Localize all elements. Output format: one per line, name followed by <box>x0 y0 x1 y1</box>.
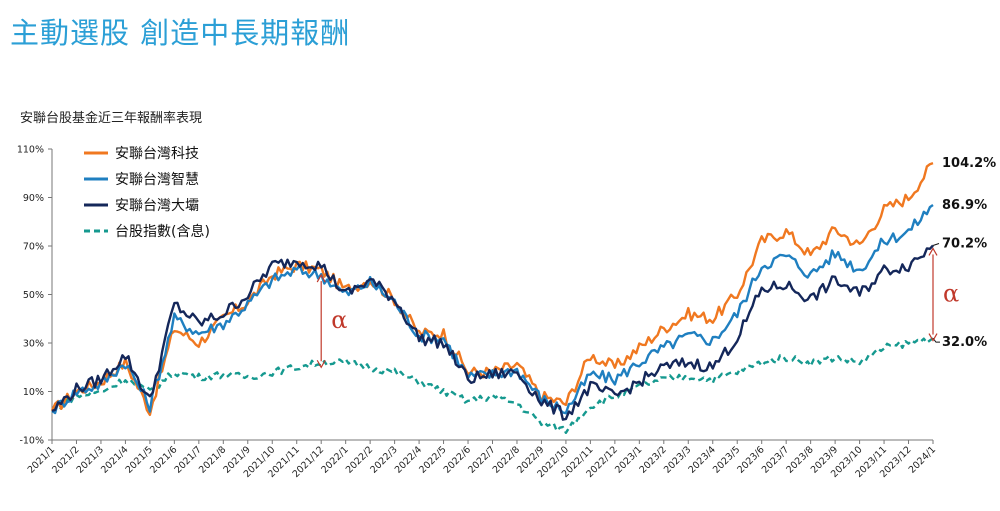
chart-subtitle: 安聯台股基金近三年報酬率表現 <box>20 111 203 126</box>
chart-axes: -10%10%30%50%70%90%110%2021/12021/22021/… <box>17 145 938 481</box>
legend-label: 台股指數(含息) <box>115 223 210 240</box>
series-line <box>51 337 934 434</box>
page-title: 主動選股 創造中長期報酬 <box>10 16 351 50</box>
series-end-label: 104.2% <box>942 156 996 171</box>
alpha-arrow-head <box>316 359 326 369</box>
x-tick-label: 2024/1 <box>907 444 938 475</box>
legend-label: 安聯台灣大壩 <box>115 198 199 214</box>
end-label-leader <box>932 243 940 246</box>
chart-series-lines <box>50 161 934 434</box>
chart-annotations: αα <box>316 247 959 369</box>
alpha-arrow-head <box>928 247 938 256</box>
y-tick-label: 10% <box>23 387 44 398</box>
y-tick-label: 90% <box>23 193 44 204</box>
y-tick-label: 110% <box>17 145 44 156</box>
alpha-arrow-head <box>928 333 938 342</box>
alpha-label: α <box>331 306 347 334</box>
series-end-label: 86.9% <box>942 198 987 213</box>
y-tick-label: 70% <box>23 242 44 253</box>
alpha-label: α <box>943 280 959 308</box>
series-line <box>51 204 934 415</box>
series-end-label: 70.2% <box>942 237 987 252</box>
alpha-arrow-head <box>316 273 326 283</box>
legend-label: 安聯台灣智慧 <box>115 172 199 188</box>
chart-end-labels: 32.0% 104.2% 86.9% 70.2% <box>932 156 996 350</box>
series-end-label: 32.0% <box>942 335 987 350</box>
y-tick-label: 50% <box>23 290 44 301</box>
y-tick-label: 30% <box>23 339 44 350</box>
legend-label: 安聯台灣科技 <box>115 146 199 162</box>
y-tick-label: -10% <box>19 436 44 447</box>
series-line <box>51 244 934 421</box>
